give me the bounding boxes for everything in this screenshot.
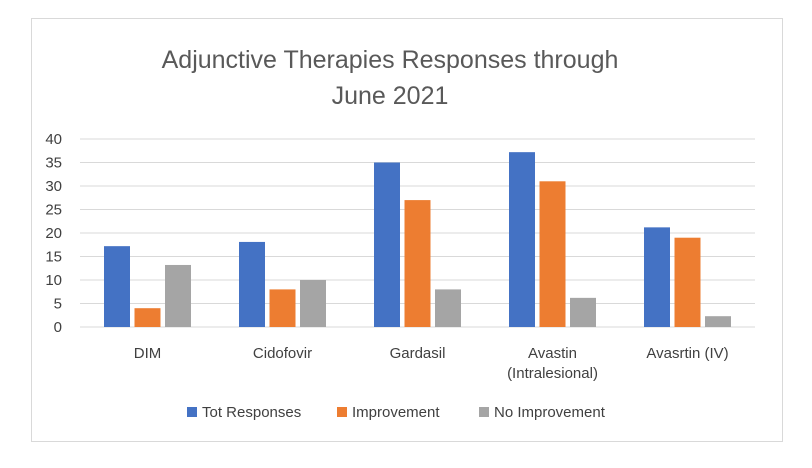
x-category-label: Avastin <box>528 345 577 362</box>
bar <box>239 241 265 327</box>
x-category-label: Gardasil <box>390 345 446 362</box>
legend: Tot Responses Improvement No Improvement <box>187 404 606 421</box>
y-tick-label: 5 <box>54 296 62 313</box>
bar <box>404 200 431 327</box>
y-axis-ticks: 0 5 10 15 20 25 30 35 40 <box>45 131 62 336</box>
legend-label: No Improvement <box>494 404 606 421</box>
bar <box>134 308 161 327</box>
bar <box>374 162 400 327</box>
bar <box>705 316 731 327</box>
legend-label: Improvement <box>352 404 440 421</box>
legend-swatch <box>337 407 347 417</box>
bar <box>300 280 326 327</box>
y-tick-label: 20 <box>45 225 62 242</box>
bars <box>104 152 731 327</box>
bar <box>165 264 191 327</box>
y-tick-label: 30 <box>45 178 62 195</box>
chart-title-line-1: Adjunctive Therapies Responses through <box>162 46 619 74</box>
x-category-label: DIM <box>134 345 162 362</box>
x-category-label: (Intralesional) <box>507 365 598 382</box>
x-axis-categories: DIM Cidofovir Gardasil Avastin (Intralesiona… <box>134 345 729 382</box>
bar <box>435 289 461 327</box>
legend-swatch <box>187 407 197 417</box>
bar <box>674 237 701 327</box>
bar <box>269 289 296 327</box>
bar <box>509 152 535 327</box>
y-tick-label: 35 <box>45 155 62 172</box>
y-tick-label: 40 <box>45 131 62 148</box>
chart-title-line-2: June 2021 <box>332 82 449 110</box>
y-tick-label: 0 <box>54 319 62 336</box>
bar <box>539 181 566 327</box>
legend-label: Tot Responses <box>202 404 301 421</box>
x-category-label: Avasrtin (IV) <box>646 345 728 362</box>
bar <box>644 227 670 327</box>
chart-title: Adjunctive Therapies Responses through J… <box>162 46 619 110</box>
y-tick-label: 25 <box>45 202 62 219</box>
y-tick-label: 10 <box>45 272 62 289</box>
y-tick-label: 15 <box>45 249 62 266</box>
x-category-label: Cidofovir <box>253 345 312 362</box>
legend-swatch <box>479 407 489 417</box>
bar <box>104 246 130 327</box>
bar <box>570 297 596 327</box>
